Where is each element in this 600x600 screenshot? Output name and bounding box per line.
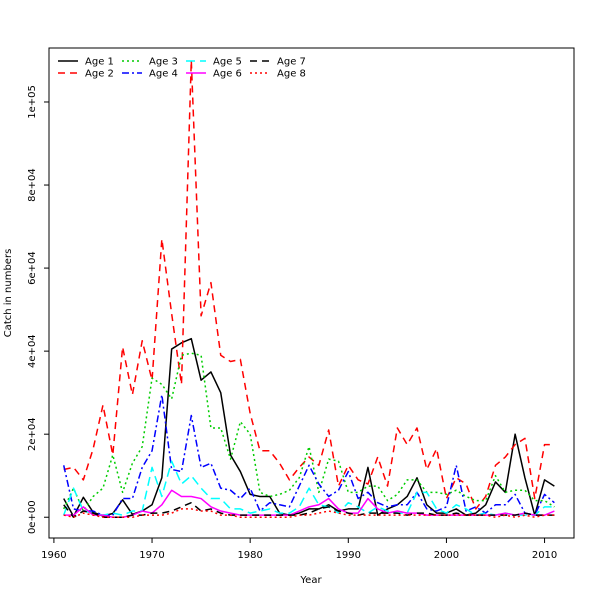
y-tick-label: 0e+00	[27, 500, 38, 534]
x-axis: 1960 1970 1980 1990 2000 2010	[41, 538, 557, 561]
series-line-age-5	[63, 460, 555, 516]
y-tick-label: 6e+04	[27, 251, 38, 285]
x-tick-label: 1980	[237, 550, 262, 561]
x-tick-label: 1970	[139, 550, 164, 561]
plot-frame	[48, 47, 575, 539]
x-tick-label: 2010	[532, 550, 557, 561]
x-tick-label: 1990	[336, 550, 361, 561]
legend-label-age-6: Age 6	[213, 69, 242, 80]
y-axis: 0e+00 2e+04 4e+04 6e+04 8e+04 1e+05	[27, 85, 49, 534]
legend-label-age-8: Age 8	[277, 69, 306, 80]
y-tick-label: 1e+05	[27, 85, 38, 119]
legend-label-age-7: Age 7	[277, 57, 306, 68]
series-line-age-6	[63, 489, 555, 518]
y-tick-label: 4e+04	[27, 334, 38, 368]
series-line-age-2	[63, 59, 555, 510]
series-line-age-4	[62, 393, 555, 516]
series-line-age-3	[63, 352, 555, 512]
legend-label-age-4: Age 4	[149, 69, 178, 80]
y-tick-label: 2e+04	[27, 417, 38, 451]
legend-label-age-5: Age 5	[213, 57, 242, 68]
legend-label-age-3: Age 3	[149, 57, 178, 68]
x-tick-label: 1960	[41, 550, 66, 561]
y-tick-label: 8e+04	[27, 168, 38, 202]
x-tick-label: 2000	[434, 550, 459, 561]
series-lines	[62, 59, 555, 518]
series-line-age-1	[63, 337, 555, 518]
x-axis-title: Year	[299, 575, 322, 586]
legend-label-age-1: Age 1	[85, 57, 114, 68]
y-axis-title: Catch in numbers	[3, 249, 14, 338]
legend-label-age-2: Age 2	[85, 69, 114, 80]
series-line-age-7	[63, 501, 555, 518]
